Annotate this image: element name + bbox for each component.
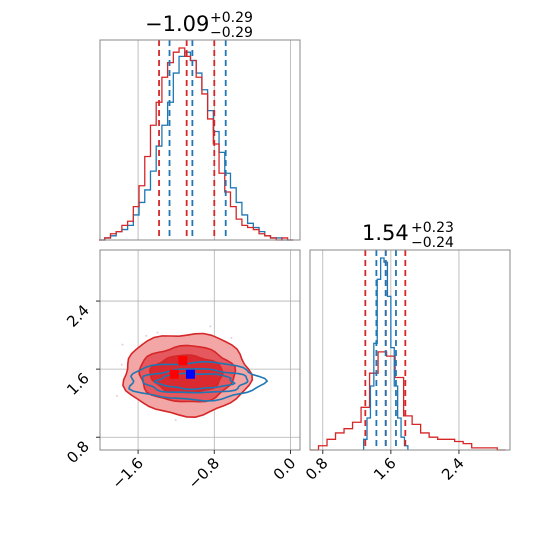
top-panel-frame xyxy=(99,39,301,241)
top-histogram-panel xyxy=(99,39,301,241)
corner-blue-contour-0 xyxy=(128,360,269,402)
right-title-median: 1.54 xyxy=(362,221,409,245)
corner-ytick-label-2: 2.4 xyxy=(63,301,93,331)
right-xtick-label-1: 1.6 xyxy=(370,454,400,484)
corner-panel-frame xyxy=(99,249,301,451)
corner-sample-point xyxy=(230,336,233,339)
corner-contour-panel: −1.6 −0.8 0.0 0.8 1.6 2.4 xyxy=(63,249,301,493)
corner-sample-point xyxy=(156,331,159,334)
corner-marker-1 xyxy=(169,369,179,379)
corner-xtick-label-1: −0.8 xyxy=(185,454,223,492)
right-histogram-panel: 0.8 1.6 2.4 xyxy=(302,249,511,484)
right-xtick-label-2: 2.4 xyxy=(438,454,468,484)
corner-sample-point xyxy=(209,325,212,328)
corner-sample-point xyxy=(120,363,123,366)
top-title-minus: −0.29 xyxy=(210,25,253,41)
corner-sample-point xyxy=(115,394,118,397)
right-title-minus: −0.24 xyxy=(411,235,454,251)
top-title-median: −1.09 xyxy=(145,12,209,36)
corner-xtick-label-0: −1.6 xyxy=(108,454,146,492)
top-hist-red-series xyxy=(99,47,294,241)
right-title-plus: +0.23 xyxy=(411,220,454,236)
corner-sample-point xyxy=(174,418,177,421)
corner-xtick-label-2: 0.0 xyxy=(270,454,300,484)
corner-marker-0 xyxy=(178,356,188,366)
top-title-plus: +0.29 xyxy=(210,10,253,26)
right-hist-red-series xyxy=(310,351,506,451)
right-xtick-label-0: 0.8 xyxy=(302,454,332,484)
corner-ytick-label-1: 1.6 xyxy=(63,369,93,399)
corner-blue-contour-1 xyxy=(141,367,249,394)
corner-sample-point xyxy=(145,334,148,337)
corner-sample-point xyxy=(121,343,124,346)
corner-ytick-label-0: 0.8 xyxy=(63,437,93,467)
corner-blue-contour-2 xyxy=(153,372,236,391)
top-hist-blue-series xyxy=(99,51,294,241)
corner-marker-2 xyxy=(185,369,195,379)
right-panel-frame xyxy=(309,249,511,451)
